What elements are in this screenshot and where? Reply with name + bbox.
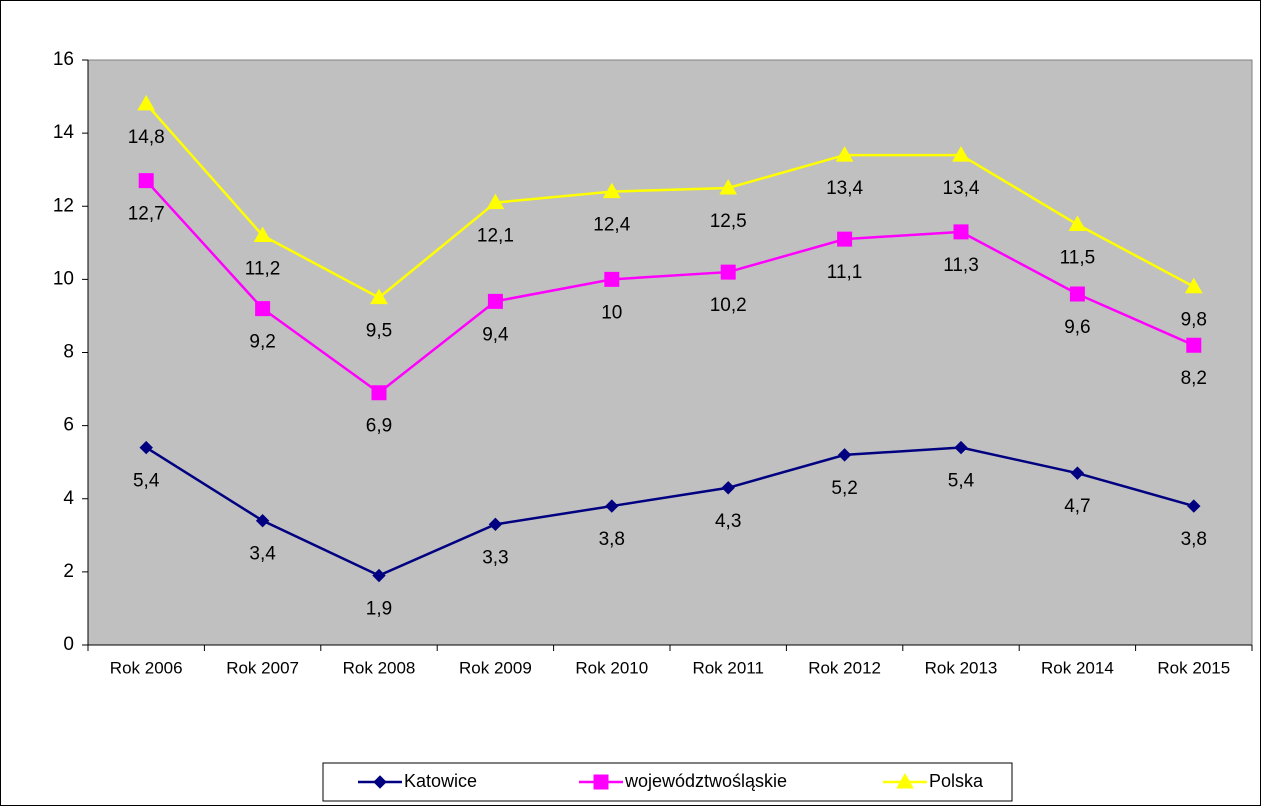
legend-label: Katowice [404,771,477,791]
data-point [605,499,619,513]
data-label: 10,2 [710,295,747,316]
x-tick-label: Rok 2015 [1157,658,1230,677]
data-point [604,271,620,287]
data-label: 13,4 [943,178,980,199]
data-point [837,448,852,462]
plot-area [87,59,1253,646]
data-label: 9,8 [1181,310,1207,331]
data-label: 1,9 [366,599,392,620]
data-label: 3,8 [599,529,625,550]
data-point [138,173,154,189]
data-point [721,481,735,495]
data-label: 14,8 [128,127,165,148]
y-tick-label: 8 [63,342,74,363]
data-label: 12,5 [710,211,747,232]
y-tick-label: 14 [53,122,75,143]
data-point [255,301,271,317]
data-label: 3,4 [249,544,276,565]
x-tick-label: Rok 2011 [692,658,764,677]
y-tick-label: 6 [63,415,74,436]
data-label: 11,2 [245,259,281,280]
data-point [1184,277,1203,294]
x-tick-label: Rok 2014 [1041,658,1114,677]
y-tick-label: 10 [53,268,74,289]
data-label: 9,5 [366,321,392,342]
x-tick-label: Rok 2012 [808,658,881,677]
x-tick-label: Rok 2009 [459,658,532,677]
y-tick-label: 2 [63,561,74,582]
data-point [719,178,738,195]
y-tick-label: 4 [63,488,74,509]
data-point [953,224,969,240]
series-line [145,179,1195,395]
data-point [602,182,621,199]
data-label: 6,9 [366,416,392,437]
x-tick-label: Rok 2006 [110,658,183,677]
data-point [372,568,386,583]
data-point [1187,499,1201,513]
data-label: 9,2 [249,332,275,353]
legend-marker [593,774,609,790]
data-label: 3,3 [482,547,508,568]
data-point [137,94,156,111]
data-label: 11,1 [827,262,863,283]
x-tick-label: Rok 2008 [343,658,416,677]
data-point [1068,215,1087,232]
data-label: 12,1 [477,226,514,247]
x-tick-label: Rok 2010 [575,658,648,677]
data-label: 5,2 [831,478,857,499]
series-line [145,446,1195,577]
legend-marker [896,772,914,789]
data-point [720,264,736,280]
data-label: 10 [601,302,622,323]
data-point [1186,337,1202,353]
data-point [486,193,505,210]
data-label: 8,2 [1181,368,1207,389]
data-label: 12,4 [593,215,630,236]
data-point [1069,286,1085,302]
data-point [371,385,387,401]
data-point [255,513,270,528]
data-label: 4,7 [1064,496,1090,517]
y-tick-label: 16 [53,49,74,70]
x-tick-label: Rok 2007 [226,658,299,677]
data-label: 11,3 [943,255,979,276]
data-label: 3,8 [1181,529,1207,550]
data-point [835,146,854,162]
data-label: 9,4 [482,324,509,345]
data-point [370,288,388,305]
data-label: 4,3 [715,511,741,532]
data-point [952,146,970,162]
data-label: 9,6 [1064,317,1090,338]
data-label: 13,4 [826,178,863,199]
y-tick-label: 12 [53,195,74,216]
data-point [488,517,503,532]
legend-label: Polska [929,771,984,791]
series-line [145,103,1195,300]
data-point [487,293,503,309]
y-tick-label: 0 [63,634,74,655]
data-point [954,440,968,455]
legend-label: województwośląskie [624,771,787,791]
data-point [139,440,153,455]
data-label: 5,4 [948,471,975,492]
data-point [253,226,272,242]
legend-marker [373,775,387,789]
data-point [1070,466,1085,480]
data-point [837,231,853,247]
data-label: 5,4 [133,471,160,492]
x-tick-label: Rok 2013 [925,658,998,677]
data-label: 12,7 [128,204,165,225]
data-label: 11,5 [1060,248,1096,269]
